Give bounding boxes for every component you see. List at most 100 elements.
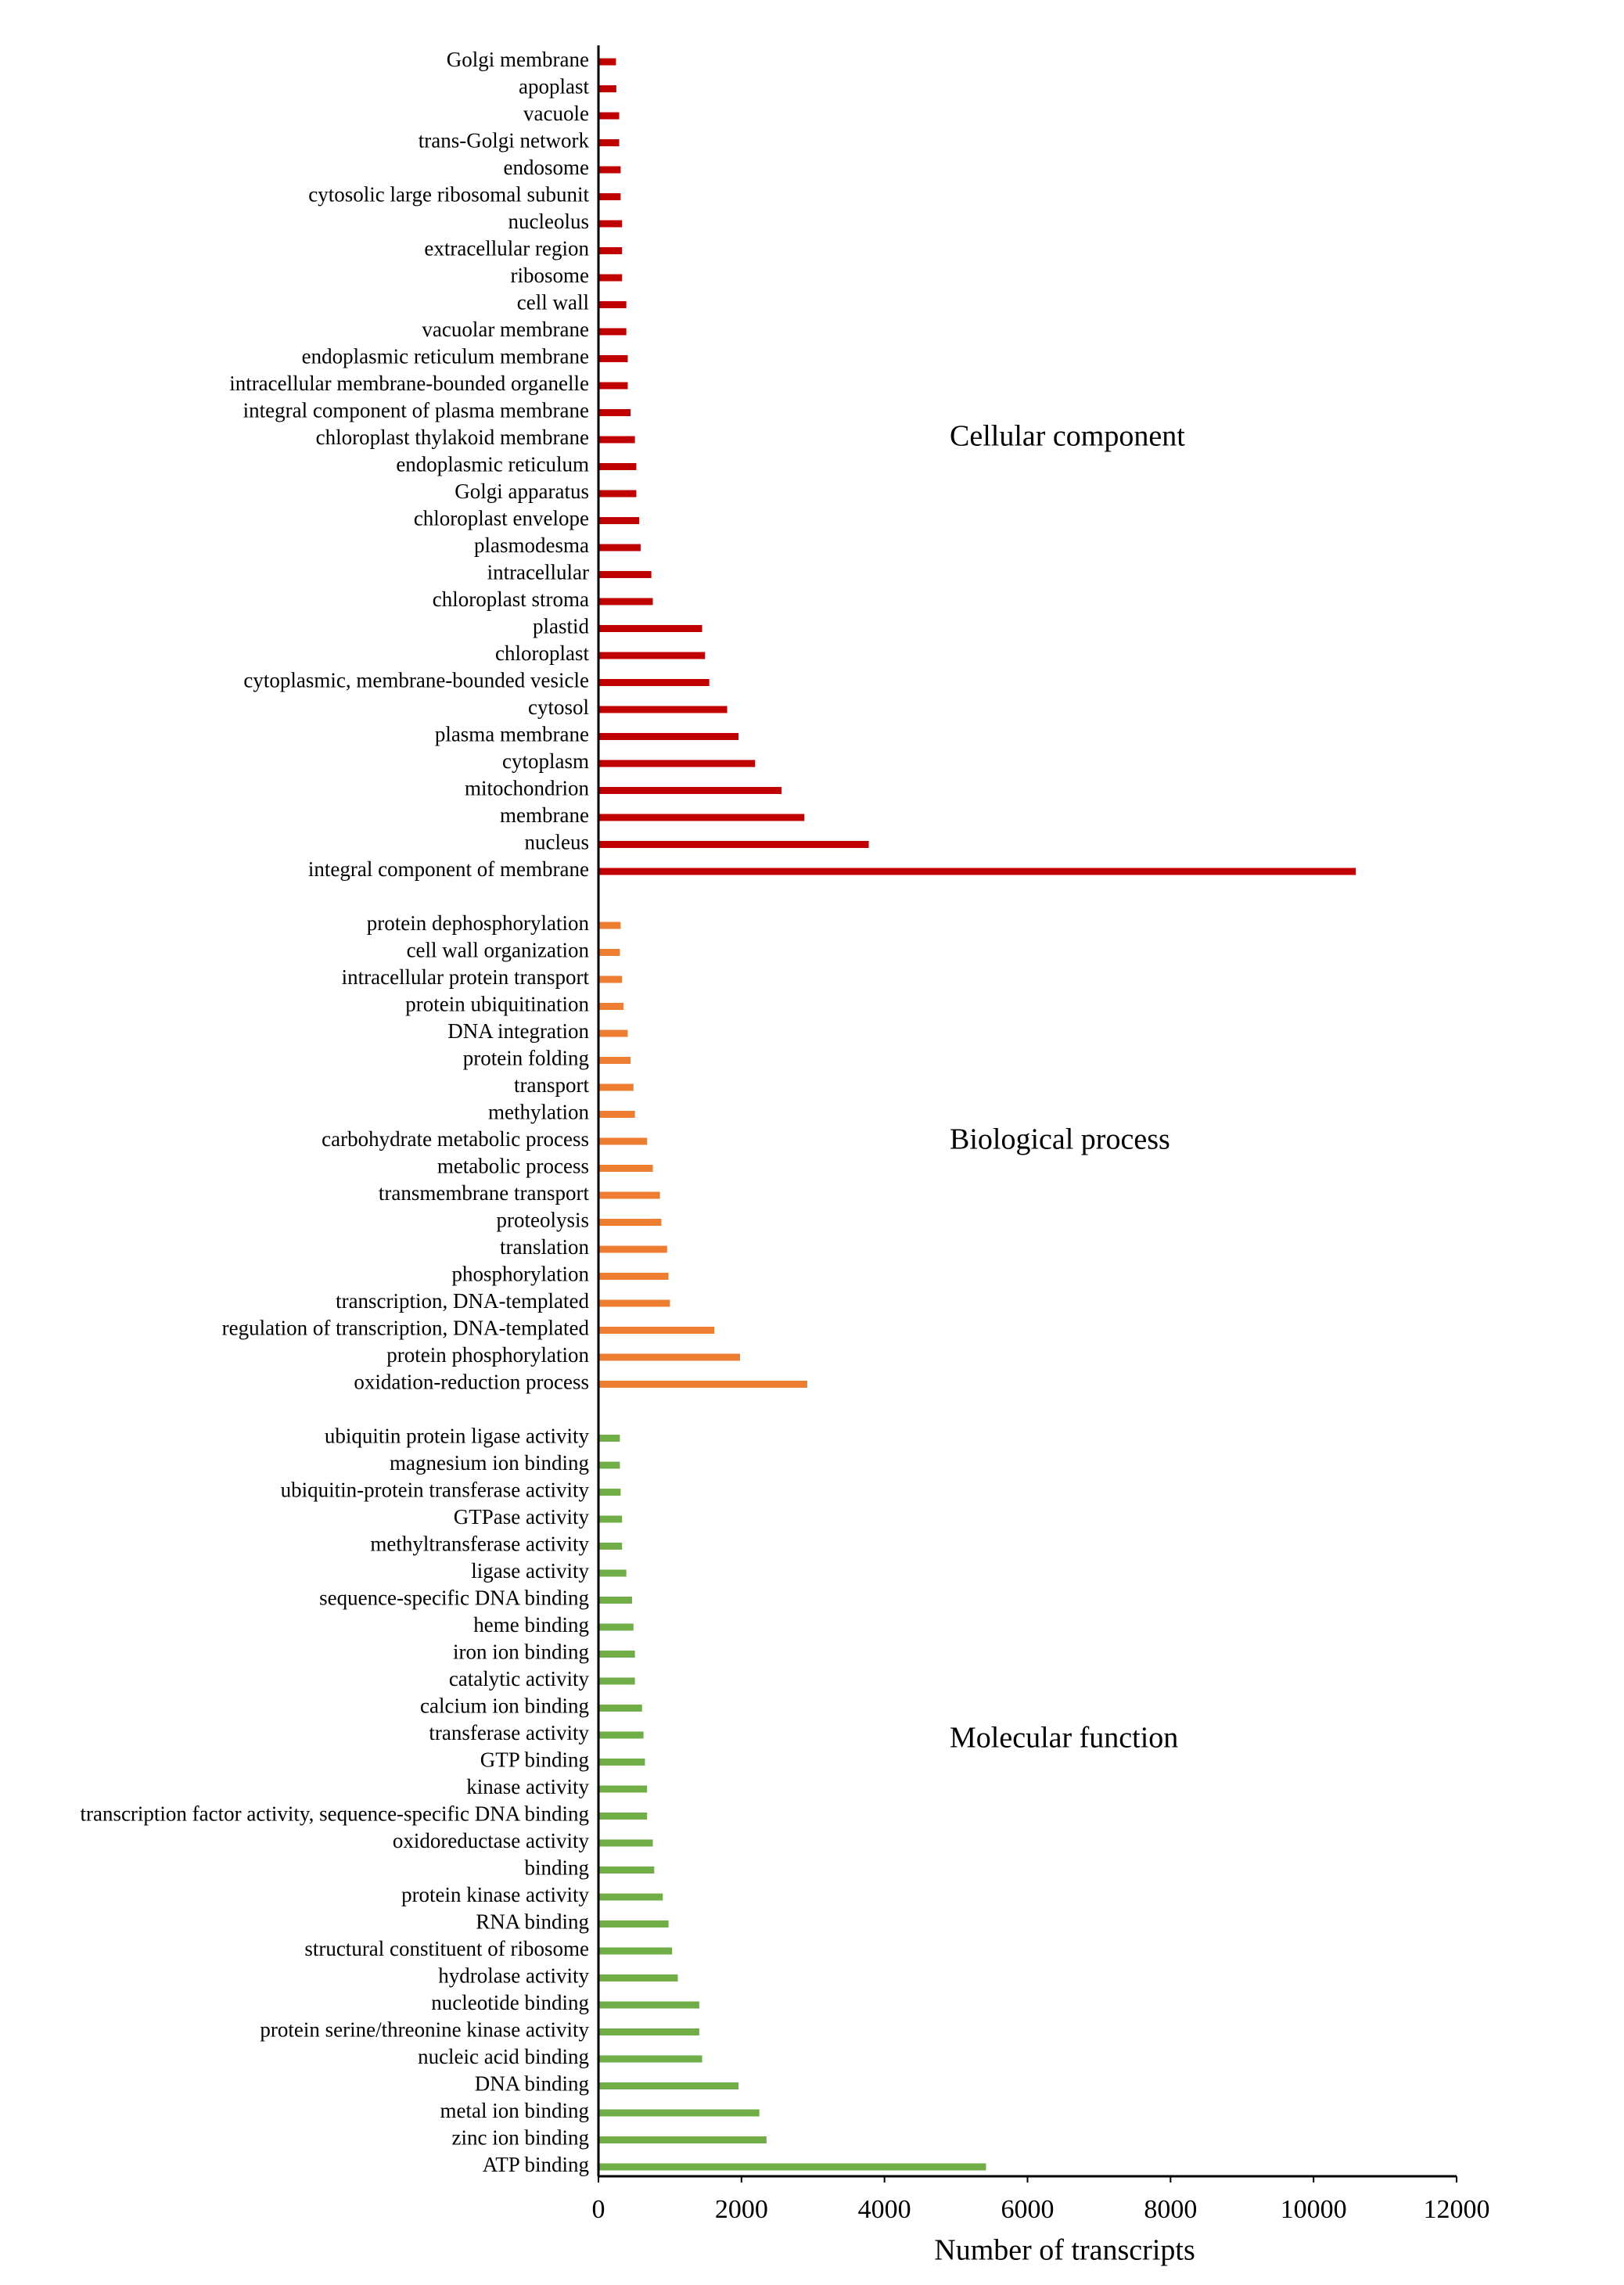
bar: [598, 814, 805, 821]
category-label: regulation of transcription, DNA-templat…: [222, 1317, 590, 1340]
bar: [598, 1947, 673, 1955]
bar: [598, 652, 706, 659]
category-label: methyltransferase activity: [370, 1532, 589, 1556]
bar: [598, 1920, 669, 1928]
category-label: GTP binding: [480, 1748, 589, 1772]
bar: [598, 1165, 653, 1172]
bar: [598, 1515, 623, 1523]
bar: [598, 2163, 986, 2171]
bar: [598, 544, 641, 551]
category-label: plasma membrane: [435, 723, 589, 746]
category-label: ATP binding: [483, 2153, 589, 2176]
category-label: ligase activity: [471, 1559, 589, 1583]
category-label: nucleus: [525, 831, 589, 854]
category-label: ubiquitin protein ligase activity: [325, 1425, 590, 1448]
bar: [598, 1759, 645, 1766]
category-label: transcription, DNA-templated: [336, 1289, 589, 1313]
bar: [598, 220, 623, 228]
bar: [598, 1974, 678, 1981]
category-label: integral component of membrane: [308, 857, 589, 881]
group-title: Biological process: [950, 1123, 1170, 1156]
category-label: ribosome: [511, 264, 590, 287]
bar: [598, 1353, 741, 1361]
bar: [598, 355, 628, 362]
bar: [598, 787, 782, 794]
bar: [598, 2136, 767, 2143]
bar: [598, 112, 620, 120]
bar: [598, 1677, 635, 1685]
bar: [598, 1569, 627, 1577]
category-label: vacuole: [523, 102, 589, 125]
bar: [598, 2028, 699, 2035]
category-label: chloroplast thylakoid membrane: [316, 426, 589, 449]
category-label: nucleolus: [508, 210, 589, 233]
bar: [598, 463, 637, 470]
bar: [598, 1705, 642, 1712]
x-tick-label: 0: [592, 2195, 605, 2224]
bar: [598, 1543, 623, 1550]
group-title: Cellular component: [950, 420, 1185, 453]
bar: [598, 760, 756, 767]
bar: [598, 1273, 669, 1280]
bar: [598, 868, 1356, 875]
category-label: protein phosphorylation: [386, 1343, 589, 1367]
category-label: cell wall: [517, 291, 589, 314]
bar: [598, 1731, 644, 1739]
bar: [598, 598, 653, 605]
category-label: protein folding: [463, 1047, 589, 1070]
bar: [598, 274, 623, 282]
category-label: zinc ion binding: [452, 2126, 589, 2150]
bar: [598, 679, 710, 686]
category-label: Golgi apparatus: [455, 480, 589, 503]
bar: [598, 328, 627, 336]
category-label: RNA binding: [476, 1910, 589, 1934]
x-axis-title: Number of transcripts: [934, 2234, 1195, 2267]
category-label: transport: [514, 1073, 589, 1097]
category-label: mitochondrion: [465, 777, 589, 800]
bar: [598, 1057, 631, 1064]
category-label: DNA integration: [447, 1019, 589, 1043]
category-label: heme binding: [473, 1613, 589, 1637]
category-label: cytoplasm: [502, 749, 589, 773]
category-label: GTPase activity: [454, 1505, 590, 1529]
bar: [598, 2001, 699, 2009]
category-label: intracellular membrane-bounded organelle: [229, 372, 589, 395]
category-label: transferase activity: [429, 1721, 589, 1744]
category-label: carbohydrate metabolic process: [322, 1127, 589, 1151]
bar: [598, 1083, 634, 1091]
category-label: sequence-specific DNA binding: [319, 1586, 589, 1610]
category-label: metabolic process: [437, 1155, 589, 1178]
bar: [598, 1893, 663, 1901]
category-label: plasmodesma: [474, 534, 589, 557]
x-tick-label: 6000: [1001, 2195, 1055, 2224]
bar: [598, 409, 631, 416]
bar: [598, 2082, 739, 2089]
category-label: plastid: [533, 615, 589, 638]
bar: [598, 1299, 670, 1307]
category-label: trans-Golgi network: [419, 129, 590, 153]
category-label: DNA binding: [475, 2072, 589, 2096]
category-label: cytosolic large ribosomal subunit: [308, 183, 589, 207]
x-tick-label: 10000: [1281, 2195, 1347, 2224]
category-label: ubiquitin-protein transferase activity: [281, 1478, 590, 1502]
bar: [598, 733, 739, 740]
bar: [598, 1381, 807, 1388]
category-label: intracellular: [487, 561, 589, 584]
bar: [598, 193, 621, 200]
bar: [598, 436, 635, 444]
category-label: translation: [500, 1235, 589, 1259]
category-label: nucleotide binding: [431, 1991, 589, 2014]
category-label: transmembrane transport: [379, 1181, 590, 1205]
bar: [598, 1651, 635, 1658]
category-label: Golgi membrane: [447, 48, 589, 71]
bar: [598, 1003, 623, 1010]
category-label: proteolysis: [497, 1209, 590, 1232]
bar: [598, 517, 640, 524]
bar: [598, 1245, 667, 1253]
bar: [598, 841, 869, 848]
category-label: nucleic acid binding: [418, 2045, 589, 2068]
bar: [598, 1029, 628, 1037]
bar: [598, 1597, 632, 1604]
category-label: intracellular protein transport: [342, 965, 590, 989]
